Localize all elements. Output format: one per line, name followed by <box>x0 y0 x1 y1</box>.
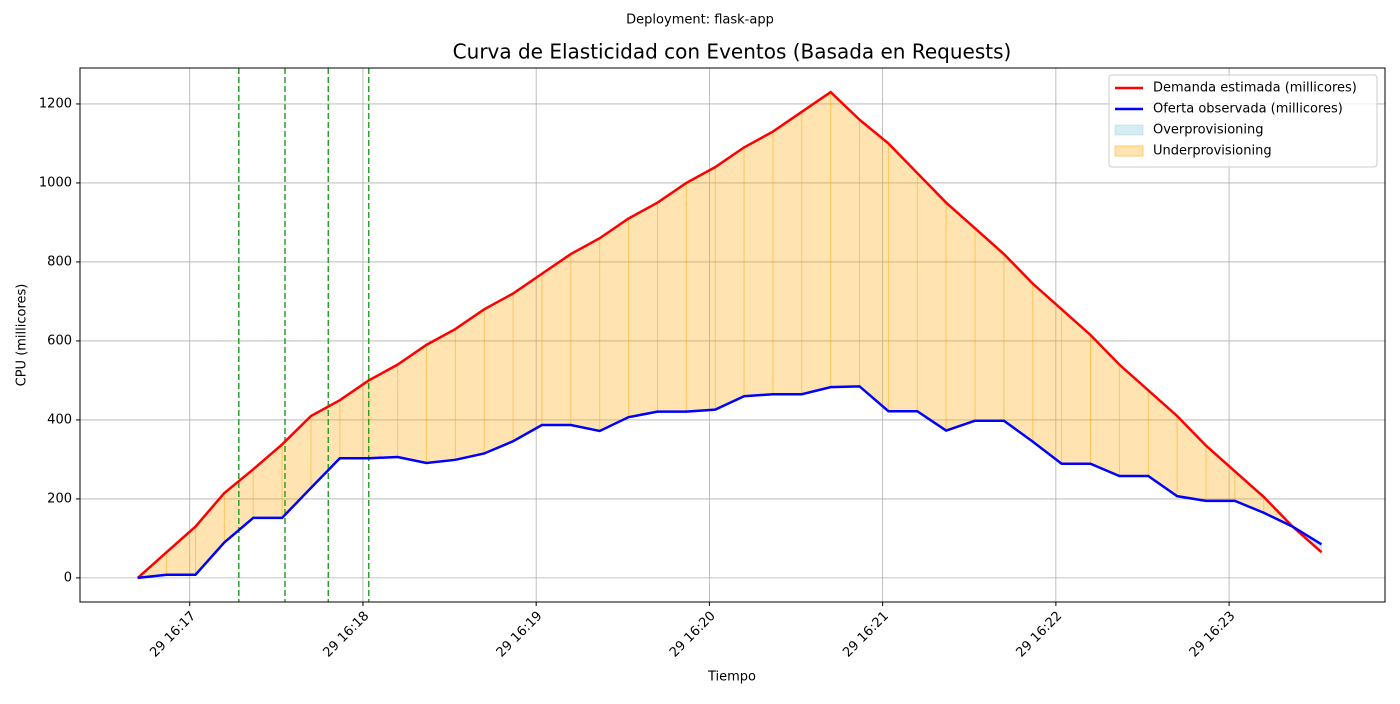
fill-area <box>513 273 542 442</box>
y-tick-label: 1200 <box>39 96 72 111</box>
x-tick-label: 29 16:23 <box>1187 609 1239 661</box>
fill-area <box>975 228 1004 421</box>
fill-area <box>484 293 514 454</box>
fill-area <box>1119 364 1149 477</box>
fill-area <box>1003 254 1033 442</box>
x-axis-label: Tiempo <box>707 670 756 685</box>
legend-swatch <box>1114 145 1144 157</box>
legend-swatch <box>1114 124 1144 136</box>
fill-area <box>628 202 658 418</box>
fill-area <box>455 309 485 460</box>
fill-area <box>686 167 716 412</box>
suptitle: Deployment: flask-app <box>626 13 774 28</box>
fill-area <box>282 415 311 518</box>
fill-area <box>397 344 427 463</box>
fill-area <box>1090 335 1120 477</box>
x-tick-label: 29 16:21 <box>840 609 892 661</box>
legend-label: Overprovisioning <box>1153 123 1264 138</box>
x-tick-label: 29 16:17 <box>147 609 199 661</box>
legend-label: Demanda estimada (millicores) <box>1153 81 1357 96</box>
fill-area <box>888 143 918 412</box>
legend-label: Underprovisioning <box>1153 144 1272 159</box>
fill-area <box>801 92 831 395</box>
series-line <box>137 385 1323 580</box>
x-tick-label: 29 16:20 <box>667 609 719 661</box>
legend-box <box>1108 74 1378 168</box>
y-tick-label: 800 <box>47 254 72 269</box>
fill-area <box>368 364 398 459</box>
fill-area <box>310 400 340 488</box>
fill-area <box>859 119 889 412</box>
y-tick-label: 400 <box>47 412 72 427</box>
fill-area <box>195 492 225 575</box>
fill-area <box>1148 390 1178 497</box>
fill-area <box>253 444 283 518</box>
fill-area <box>1177 415 1206 501</box>
fill-area <box>541 254 571 426</box>
fill-area <box>1234 471 1264 513</box>
fill-area <box>599 218 629 431</box>
x-tick-label: 29 16:19 <box>494 609 546 661</box>
legend: Demanda estimada (millicores) Oferta obse… <box>1108 74 1378 168</box>
fill-area <box>1032 283 1062 464</box>
fill-area <box>570 238 600 431</box>
fill-area <box>339 380 369 459</box>
fill-area <box>946 202 976 431</box>
y-axis-label: CPU (millicores) <box>15 284 30 387</box>
fill-area <box>1205 445 1235 501</box>
x-tick-label: 29 16:22 <box>1013 609 1065 661</box>
y-tick-label: 0 <box>64 570 72 585</box>
y-tick-label: 200 <box>47 491 72 506</box>
fill-area <box>830 92 860 388</box>
y-tick-label: 600 <box>47 333 72 348</box>
fill-area <box>917 173 947 431</box>
y-tick-label: 1000 <box>39 175 72 190</box>
fill-area <box>772 111 802 395</box>
fill-area <box>166 526 196 575</box>
chart-title: Curva de Elasticidad con Eventos (Basada… <box>453 40 1012 64</box>
legend-label: Oferta observada (millicores) <box>1153 102 1343 117</box>
fill-area <box>657 182 687 412</box>
fill-area <box>1061 309 1091 464</box>
fill-area <box>426 329 456 463</box>
series-line <box>136 90 1323 579</box>
fill-area <box>744 131 773 397</box>
x-tick-label: 29 16:18 <box>321 609 373 661</box>
fill-area <box>715 147 745 410</box>
plot-frame <box>79 67 1386 603</box>
